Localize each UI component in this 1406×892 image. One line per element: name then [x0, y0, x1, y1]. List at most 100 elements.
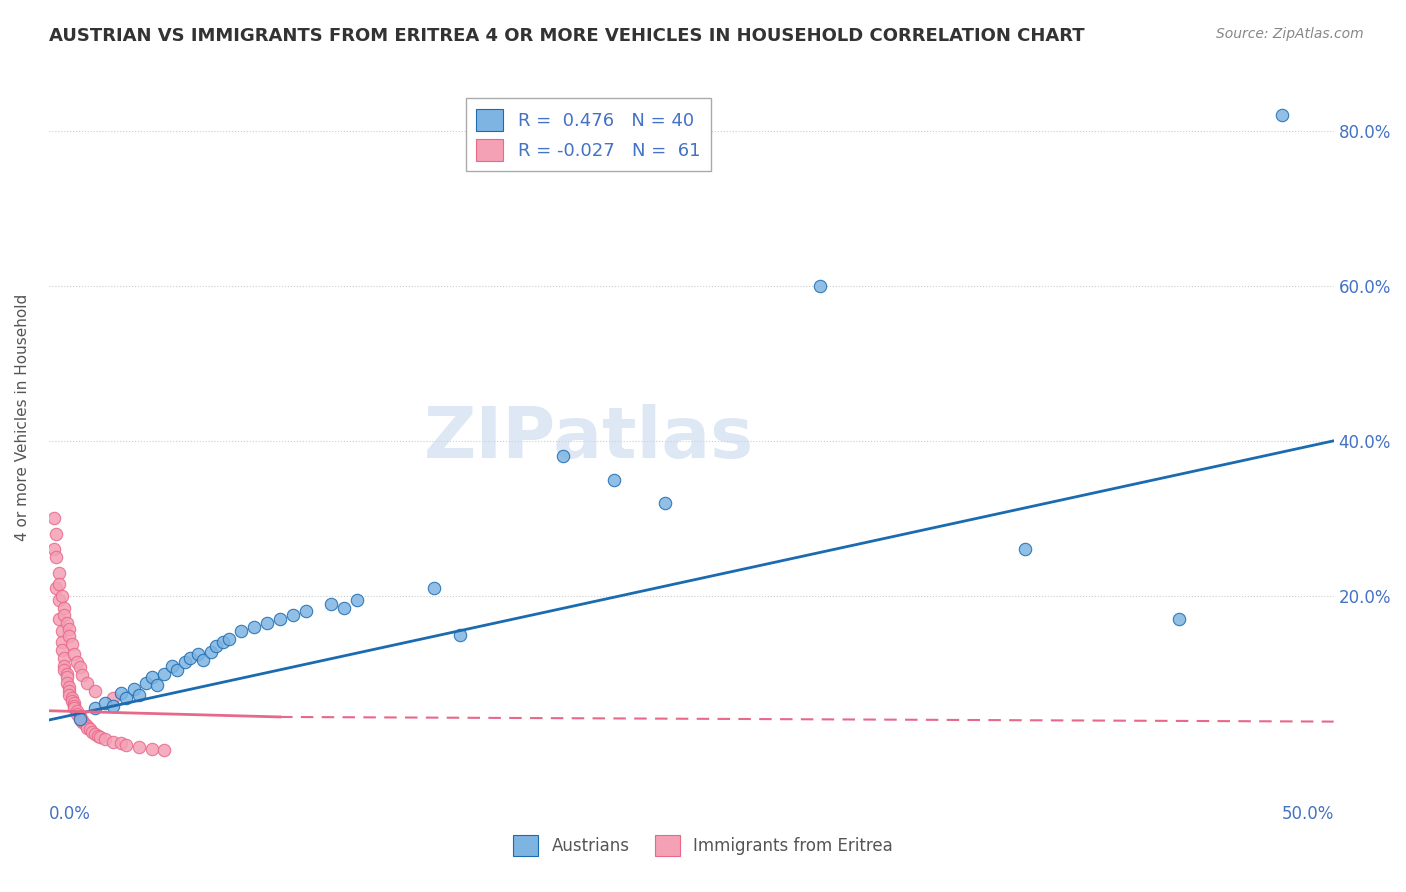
Point: [66, 706, 89, 721]
Point: [45, 550, 67, 565]
Point: [48, 577, 70, 591]
Point: [58, 688, 80, 702]
Point: [94, 732, 117, 747]
Point: [179, 651, 201, 665]
Point: [321, 597, 343, 611]
Point: [551, 450, 574, 464]
Legend: Austrians, Immigrants from Eritrea: Austrians, Immigrants from Eritrea: [503, 825, 903, 866]
Point: [294, 604, 316, 618]
Point: [53, 663, 76, 677]
Point: [45, 527, 67, 541]
Point: [53, 600, 76, 615]
Point: [654, 496, 676, 510]
Point: [69, 709, 91, 723]
Point: [60, 693, 83, 707]
Point: [63, 701, 86, 715]
Point: [200, 645, 222, 659]
Point: [69, 711, 91, 725]
Text: Source: ZipAtlas.com: Source: ZipAtlas.com: [1216, 27, 1364, 41]
Point: [281, 608, 304, 623]
Point: [603, 473, 626, 487]
Point: [128, 688, 150, 702]
Point: [101, 699, 124, 714]
Point: [63, 696, 86, 710]
Point: [218, 632, 240, 646]
Point: [63, 647, 86, 661]
Point: [76, 719, 98, 733]
Y-axis label: 4 or more Vehicles in Household: 4 or more Vehicles in Household: [15, 294, 30, 541]
Point: [1168, 612, 1191, 626]
Point: [110, 686, 132, 700]
Point: [128, 740, 150, 755]
Point: [153, 666, 176, 681]
Point: [53, 658, 76, 673]
Point: [269, 612, 291, 626]
Point: [231, 624, 253, 638]
Point: [69, 711, 91, 725]
Point: [89, 730, 111, 744]
Text: ZIPatlas: ZIPatlas: [423, 404, 754, 473]
Point: [58, 622, 80, 636]
Point: [187, 647, 209, 661]
Point: [42, 542, 65, 557]
Point: [1271, 108, 1294, 122]
Point: [82, 724, 104, 739]
Point: [115, 691, 138, 706]
Point: [160, 658, 183, 673]
Point: [70, 714, 93, 729]
Point: [55, 616, 77, 631]
Point: [1014, 542, 1036, 557]
Point: [135, 675, 157, 690]
Point: [110, 736, 132, 750]
Point: [58, 681, 80, 695]
Text: AUSTRIAN VS IMMIGRANTS FROM ERITREA 4 OR MORE VEHICLES IN HOUSEHOLD CORRELATION : AUSTRIAN VS IMMIGRANTS FROM ERITREA 4 OR…: [49, 27, 1085, 45]
Point: [145, 678, 167, 692]
Point: [51, 589, 73, 603]
Legend: R =  0.476   N = 40, R = -0.027   N =  61: R = 0.476 N = 40, R = -0.027 N = 61: [465, 98, 711, 171]
Point: [51, 643, 73, 657]
Point: [174, 655, 197, 669]
Point: [48, 566, 70, 580]
Point: [55, 666, 77, 681]
Point: [63, 699, 86, 714]
Point: [73, 717, 96, 731]
Point: [204, 640, 226, 654]
Point: [48, 612, 70, 626]
Point: [101, 735, 124, 749]
Point: [51, 635, 73, 649]
Point: [153, 742, 176, 756]
Point: [53, 651, 76, 665]
Point: [79, 723, 101, 737]
Point: [55, 675, 77, 690]
Point: [42, 511, 65, 525]
Point: [84, 701, 107, 715]
Point: [58, 629, 80, 643]
Point: [60, 691, 83, 706]
Point: [256, 616, 278, 631]
Point: [76, 675, 98, 690]
Point: [70, 668, 93, 682]
Point: [45, 581, 67, 595]
Text: 50.0%: 50.0%: [1281, 805, 1334, 823]
Point: [60, 637, 83, 651]
Point: [115, 738, 138, 752]
Point: [141, 741, 163, 756]
Point: [423, 581, 446, 595]
Point: [141, 670, 163, 684]
Point: [58, 683, 80, 698]
Point: [243, 620, 266, 634]
Point: [69, 660, 91, 674]
Point: [76, 721, 98, 735]
Point: [449, 628, 471, 642]
Point: [94, 696, 117, 710]
Point: [166, 663, 188, 677]
Point: [86, 729, 108, 743]
Point: [101, 691, 124, 706]
Point: [122, 681, 145, 696]
Point: [84, 727, 107, 741]
Point: [70, 713, 93, 727]
Point: [66, 655, 89, 669]
Point: [84, 683, 107, 698]
Text: 0.0%: 0.0%: [49, 805, 90, 823]
Point: [53, 608, 76, 623]
